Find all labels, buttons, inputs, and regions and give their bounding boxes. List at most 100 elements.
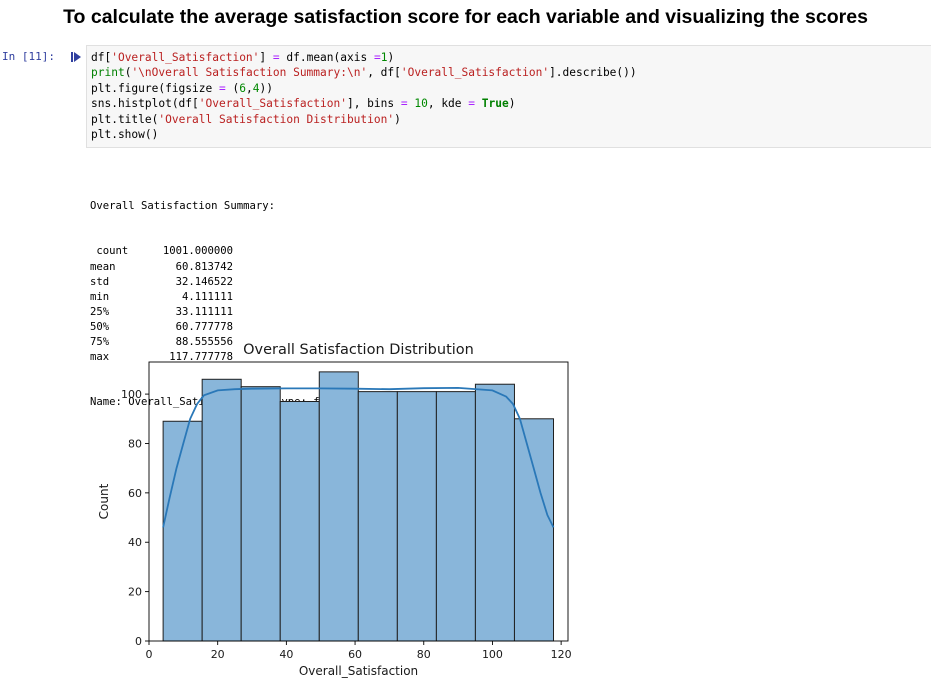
describe-row: 25% 33.111111	[90, 305, 358, 320]
histogram-bar	[240, 386, 281, 642]
y-tick-label: 40	[128, 536, 142, 549]
stat-value: 88.555556	[175, 336, 233, 349]
code-line: print('\nOverall Satisfaction Summary:\n…	[91, 66, 637, 79]
code-token: 'Overall_Satisfaction'	[400, 66, 550, 80]
histogram-bar	[318, 371, 359, 642]
code-line: plt.show()	[91, 128, 158, 141]
histogram-bar	[357, 391, 398, 642]
stat-name: 50%	[90, 320, 110, 333]
code-token: 4	[252, 81, 260, 95]
x-tick-label: 60	[348, 648, 362, 661]
stat-name: max	[90, 351, 110, 364]
code-token: 10	[414, 97, 428, 111]
code-token: (	[225, 81, 240, 95]
code-token: 1	[380, 51, 388, 64]
output-header: Overall Satisfaction Summary:	[90, 200, 275, 213]
code-token: ))	[259, 81, 273, 95]
y-tick-label: 20	[128, 586, 142, 599]
x-tick-label: 80	[417, 648, 431, 661]
stat-name: count	[90, 245, 129, 258]
code-token: )	[508, 97, 516, 111]
y-tick-label: 80	[128, 437, 142, 450]
describe-row: max 117.777778	[90, 350, 358, 365]
y-axis-label: Count	[97, 483, 111, 519]
code-token: =	[272, 51, 280, 64]
code-line: plt.figure(figsize = (6,4))	[91, 82, 273, 95]
code-token: 'Overall_Satisfaction'	[198, 97, 347, 111]
describe-row: 75% 88.555556	[90, 335, 358, 350]
code-token	[475, 97, 482, 110]
code-token: df[	[91, 51, 112, 64]
plot-frame	[148, 361, 569, 642]
stat-value: 4.111111	[181, 290, 233, 303]
x-axis-label: Overall_Satisfaction	[299, 664, 418, 678]
y-tick-label: 100	[121, 388, 142, 401]
code-token: plt.show()	[91, 128, 159, 142]
y-tick-label: 60	[128, 487, 142, 500]
chart-title: Overall Satisfaction Distribution	[243, 342, 474, 358]
stat-value: 32.146522	[175, 275, 233, 288]
code-token: =	[468, 97, 476, 111]
stat-value: 1001.000000	[162, 245, 233, 258]
code-token: sns.histplot(df[	[91, 97, 199, 111]
describe-row: mean 60.813742	[90, 260, 358, 275]
code-token: (	[124, 66, 132, 80]
code-token: plt.title(	[91, 112, 159, 126]
code-token: True	[481, 97, 509, 111]
describe-row: std 32.146522	[90, 275, 358, 290]
stat-name: min	[90, 290, 110, 303]
notebook-heading: To calculate the average satisfaction sc…	[63, 6, 868, 28]
stat-name: std	[90, 275, 110, 288]
x-tick-label: 40	[279, 648, 293, 661]
code-token: 'Overall Satisfaction Distribution'	[158, 112, 395, 126]
describe-row: min 4.111111	[90, 290, 358, 305]
code-token: =	[218, 81, 226, 95]
run-cell-icon[interactable]	[70, 51, 82, 63]
stat-name: mean	[90, 260, 116, 273]
code-token: ], bins	[346, 97, 401, 111]
code-token: ]	[259, 51, 273, 64]
describe-row: count 1001.000000	[90, 244, 358, 259]
describe-table: count 1001.000000 mean 60.813742 std 32.14652…	[90, 244, 358, 365]
histogram-bar	[162, 420, 203, 642]
code-token: =	[373, 51, 381, 64]
code-token: df.mean(axis	[279, 51, 374, 64]
stat-value: 117.777778	[169, 351, 233, 364]
cell-prompt: In [11]:	[2, 50, 55, 63]
code-token: plt.figure(figsize	[91, 81, 219, 95]
code-token: =	[400, 97, 408, 111]
code-token: , df[	[367, 66, 401, 80]
x-tick-label: 0	[146, 648, 153, 661]
describe-row: 50% 60.777778	[90, 320, 358, 335]
histogram-bar	[513, 418, 555, 642]
histogram-bar	[201, 378, 242, 642]
code-cell-input[interactable]: df['Overall_Satisfaction'] = df.mean(axi…	[86, 45, 931, 148]
histogram-bar	[474, 383, 515, 642]
code-token: 'Overall_Satisfaction'	[111, 51, 260, 64]
code-token: 6	[239, 81, 246, 95]
histogram-chart: Overall Satisfaction Distribution 0 20 40 60…	[97, 342, 572, 678]
x-tick-label: 100	[482, 648, 503, 661]
code-token: ,	[245, 81, 253, 95]
histogram-bar	[435, 391, 476, 642]
y-tick-label: 0	[135, 635, 142, 648]
histogram-bar	[396, 391, 437, 642]
code-token: , kde	[427, 97, 469, 111]
code-token: print	[91, 66, 125, 80]
stat-name: 75%	[90, 336, 110, 349]
kde-line	[162, 386, 555, 528]
code-editor[interactable]: df['Overall_Satisfaction'] = df.mean(axi…	[91, 50, 637, 142]
stat-value: 60.777778	[175, 320, 233, 333]
x-tick-label: 120	[551, 648, 572, 661]
code-token: )	[387, 51, 395, 64]
code-token: )	[394, 112, 401, 126]
stat-name: 25%	[90, 305, 110, 318]
stat-value: 60.813742	[175, 260, 233, 273]
code-line: df['Overall_Satisfaction'] = df.mean(axi…	[91, 51, 394, 64]
x-tick-label: 20	[211, 648, 225, 661]
code-line: plt.title('Overall Satisfaction Distribu…	[91, 113, 401, 126]
code-token: '\nOverall Satisfaction Summary:\n'	[131, 66, 368, 80]
code-line: sns.histplot(df['Overall_Satisfaction'],…	[91, 97, 515, 110]
stat-value: 33.111111	[175, 305, 233, 318]
code-token: ].describe())	[549, 66, 637, 80]
